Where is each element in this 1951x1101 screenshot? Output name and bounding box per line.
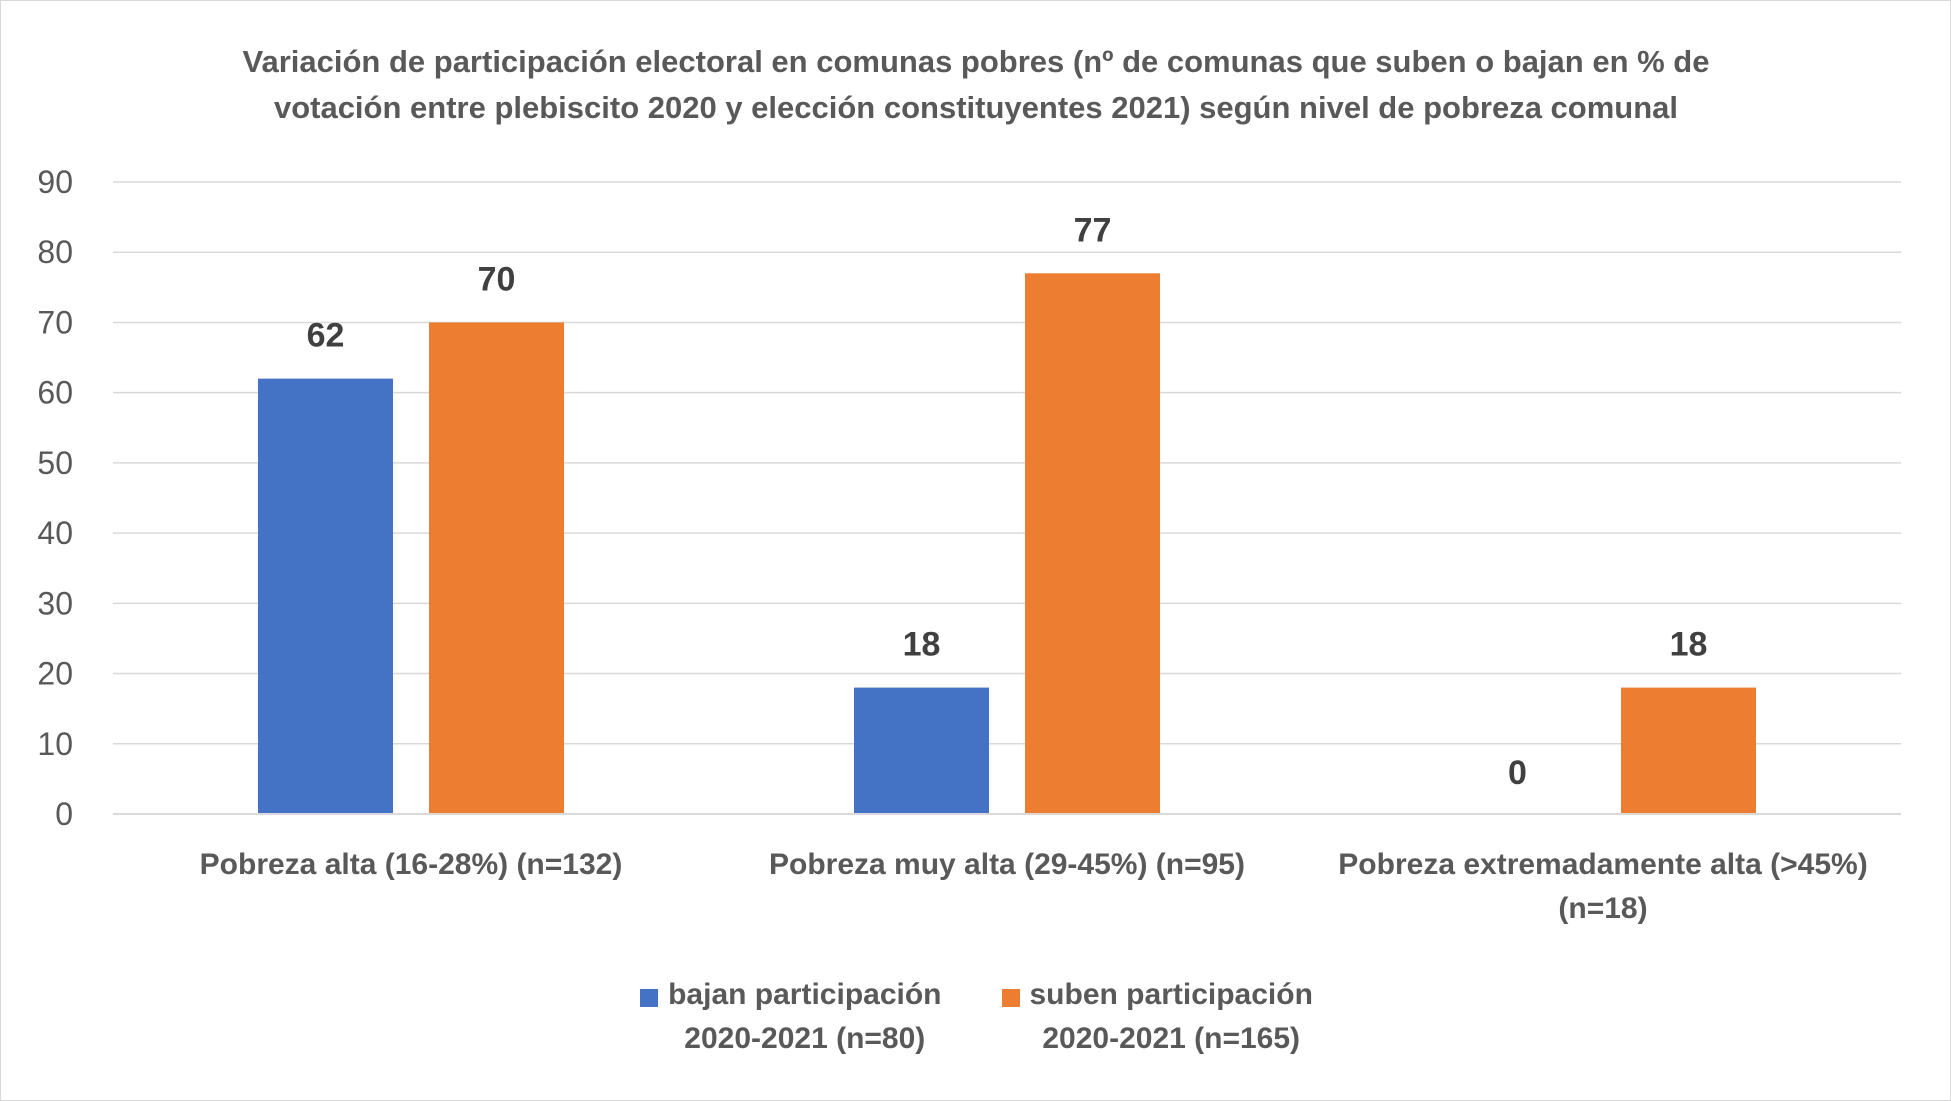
legend: bajan participación 2020-2021 (n=80) sub… bbox=[1, 973, 1951, 1061]
legend-swatch-orange bbox=[1001, 989, 1020, 1007]
legend-label-suben: suben participación 2020-2021 (n=165) bbox=[1030, 973, 1313, 1061]
y-tick-label-40: 40 bbox=[37, 515, 73, 551]
category-label-0-0: Pobreza alta (16-28%) (n=132) bbox=[200, 848, 623, 881]
legend-label-bajan: bajan participación 2020-2021 (n=80) bbox=[668, 973, 941, 1061]
legend-label-suben-line-2: 2020-2021 (n=165) bbox=[1042, 1022, 1301, 1055]
legend-item-bajan[interactable]: bajan participación 2020-2021 (n=80) bbox=[640, 973, 942, 1061]
legend-item-suben[interactable]: suben participación 2020-2021 (n=165) bbox=[1001, 973, 1313, 1061]
bar-1-2 bbox=[1621, 687, 1756, 814]
bar-0-1 bbox=[854, 687, 989, 814]
y-tick-label-70: 70 bbox=[37, 304, 73, 340]
data-label-0-2: 0 bbox=[1508, 754, 1527, 792]
bar-1-1 bbox=[1025, 273, 1160, 814]
bar-0-0 bbox=[258, 378, 393, 814]
y-tick-label-0: 0 bbox=[55, 796, 73, 832]
chart-title-line-2: votación entre plebiscito 2020 y elecció… bbox=[273, 90, 1679, 125]
data-label-1-0: 70 bbox=[478, 260, 516, 298]
data-label-1-1: 77 bbox=[1074, 211, 1112, 249]
category-label-2-0: Pobreza extremadamente alta (>45%) bbox=[1338, 848, 1867, 881]
y-tick-label-30: 30 bbox=[37, 585, 73, 621]
legend-label-bajan-line-1: bajan participación bbox=[668, 978, 942, 1011]
y-tick-label-90: 90 bbox=[37, 164, 73, 200]
legend-label-suben-line-1: suben participación bbox=[1029, 978, 1313, 1011]
y-tick-label-80: 80 bbox=[37, 234, 73, 270]
bar-1-0 bbox=[429, 322, 564, 814]
legend-label-bajan-line-2: 2020-2021 (n=80) bbox=[684, 1022, 926, 1055]
chart-title-line-1: Variación de participación electoral en … bbox=[242, 44, 1710, 79]
data-label-0-0: 62 bbox=[307, 317, 345, 355]
category-label-2-1: (n=18) bbox=[1558, 892, 1647, 925]
chart-title: Variación de participación electoral en … bbox=[151, 39, 1801, 131]
data-label-0-1: 18 bbox=[903, 626, 941, 664]
y-tick-label-60: 60 bbox=[37, 375, 73, 411]
plot-area: 0 10 20 30 40 50 60 70 80 90 62 70 Pobreza alta (16-… bbox=[37, 164, 1901, 925]
data-label-1-2: 18 bbox=[1670, 626, 1708, 664]
y-tick-label-10: 10 bbox=[37, 726, 73, 762]
category-label-1-0: Pobreza muy alta (29-45%) (n=95) bbox=[769, 848, 1245, 881]
y-tick-label-20: 20 bbox=[37, 656, 73, 692]
y-tick-label-50: 50 bbox=[37, 445, 73, 481]
legend-swatch-blue bbox=[640, 989, 659, 1007]
